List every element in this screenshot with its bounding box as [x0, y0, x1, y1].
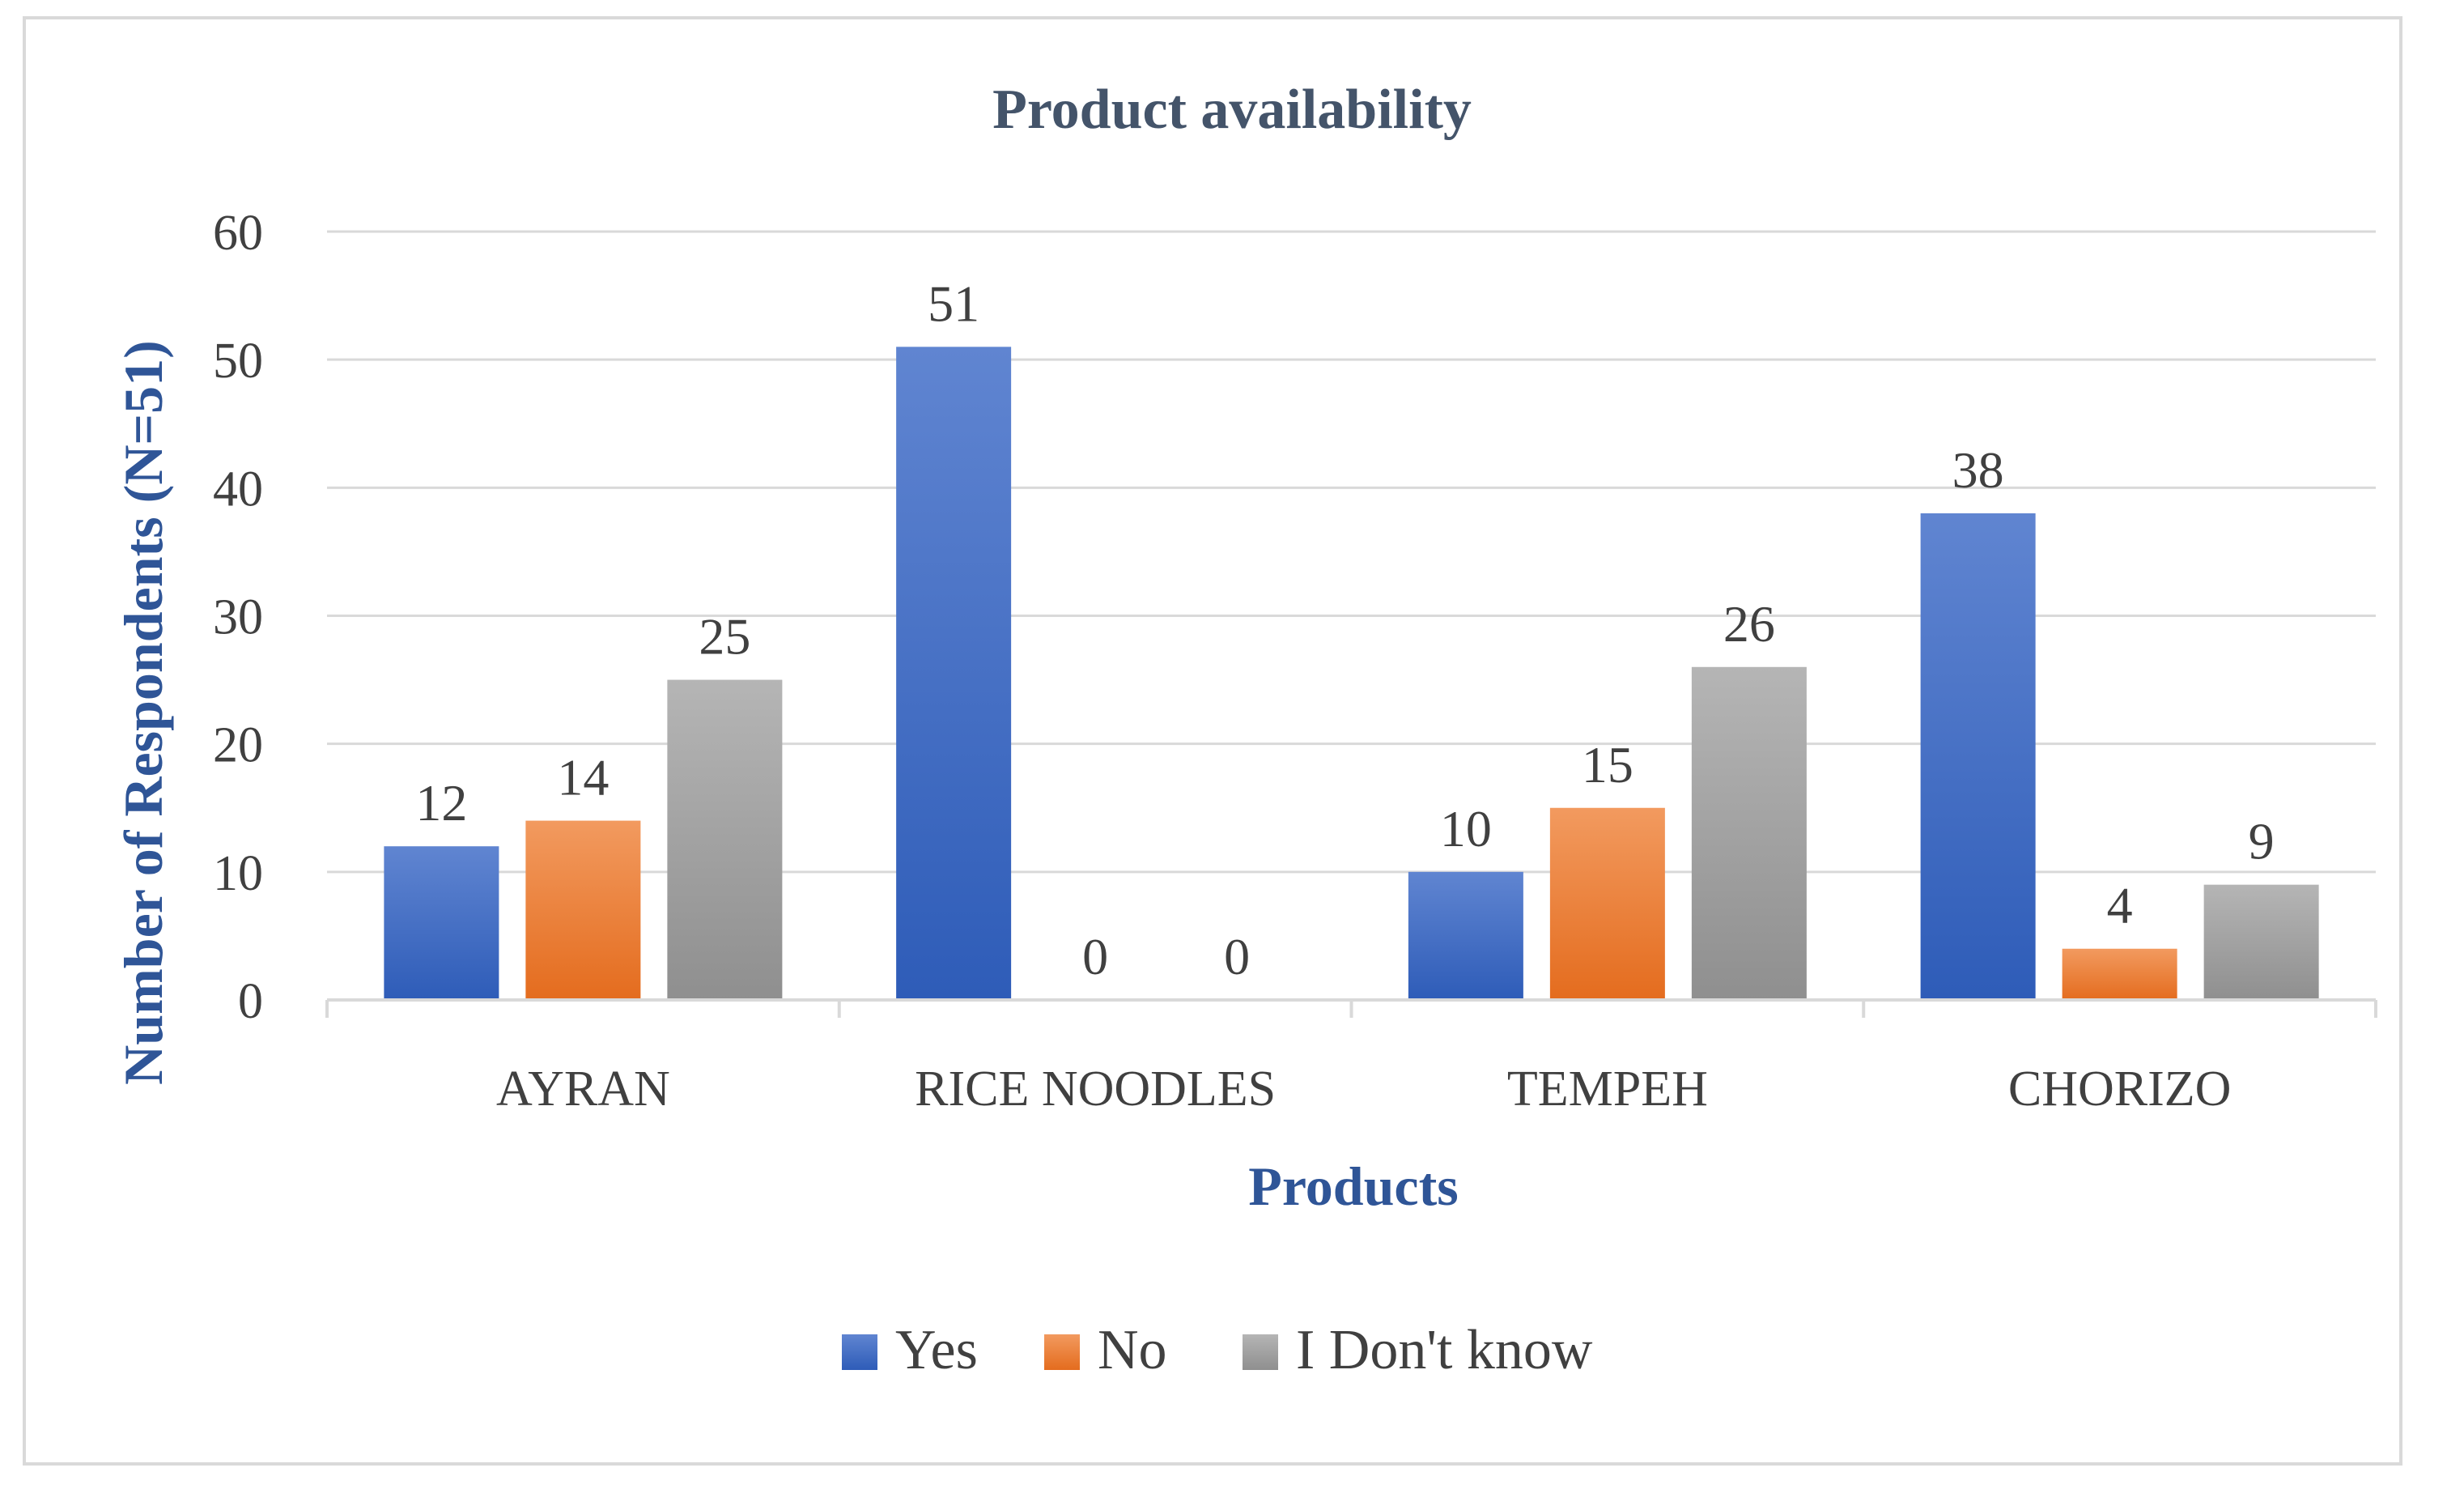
x-tick-label: CHORIZO — [2008, 1061, 2232, 1117]
y-tick-label: 50 — [213, 334, 263, 389]
y-tick-label: 20 — [213, 718, 263, 773]
x-tick-label: AYRAN — [496, 1061, 670, 1117]
y-tick-label: 40 — [213, 462, 263, 517]
bar-yes-chorizo — [1920, 513, 2036, 1000]
y-axis-title: Number of Respondents (N=51) — [113, 340, 174, 1085]
data-label: 0 — [1224, 928, 1250, 985]
legend-item: I Don't know — [1243, 1319, 1593, 1381]
x-tick-label: TEMPEH — [1507, 1061, 1708, 1117]
data-label: 14 — [557, 749, 609, 806]
legend-item: Yes — [842, 1319, 978, 1381]
x-axis — [325, 998, 2377, 1018]
bar-i-don-t-know-tempeh — [1691, 666, 1807, 1000]
chart-title: Product availability — [992, 79, 1472, 141]
legend: Yes No I Don't know — [842, 1319, 1593, 1381]
y-axis-ticks: 0 10 20 30 40 50 60 — [213, 206, 263, 1029]
bar-yes-tempeh — [1408, 871, 1523, 1000]
data-label: 12 — [415, 774, 467, 832]
legend-label: Yes — [895, 1319, 978, 1381]
data-label: 38 — [1952, 441, 2004, 499]
y-tick-label: 60 — [213, 206, 263, 261]
bars — [384, 347, 2319, 1001]
data-label: 26 — [1723, 595, 1775, 653]
data-label: 10 — [1440, 800, 1492, 857]
gridlines — [327, 230, 2376, 874]
data-label: 0 — [1082, 928, 1108, 985]
bar-i-don-t-know-ayran — [667, 679, 783, 1000]
legend-item: No — [1044, 1319, 1167, 1381]
data-label: 4 — [2107, 877, 2133, 934]
bar-yes-ayran — [384, 846, 499, 1000]
bar-i-don-t-know-chorizo — [2203, 884, 2319, 1000]
bar-yes-rice-noodles — [896, 347, 1012, 1001]
data-label: 15 — [1582, 736, 1633, 793]
legend-swatch — [1044, 1334, 1080, 1370]
legend-label: No — [1098, 1319, 1167, 1381]
y-tick-label: 10 — [213, 846, 263, 901]
bar-no-tempeh — [1549, 807, 1665, 1000]
data-label: 9 — [2249, 813, 2275, 870]
data-label: 25 — [699, 608, 750, 666]
x-tick-label: RICE NOODLES — [915, 1061, 1276, 1117]
y-tick-label: 0 — [238, 974, 263, 1029]
legend-label: I Don't know — [1296, 1319, 1593, 1381]
data-labels: 12 14 25 51 0 0 10 15 26 38 4 9 — [415, 274, 2274, 985]
bar-no-chorizo — [2062, 948, 2177, 1000]
y-tick-label: 30 — [213, 590, 263, 645]
data-label: 51 — [928, 274, 979, 332]
bar-no-ayran — [525, 820, 641, 1000]
legend-swatch — [1243, 1334, 1278, 1370]
x-axis-title: Products — [1248, 1155, 1458, 1217]
legend-swatch — [842, 1334, 877, 1370]
x-axis-ticks: AYRAN RICE NOODLES TEMPEH CHORIZO — [496, 1061, 2231, 1117]
